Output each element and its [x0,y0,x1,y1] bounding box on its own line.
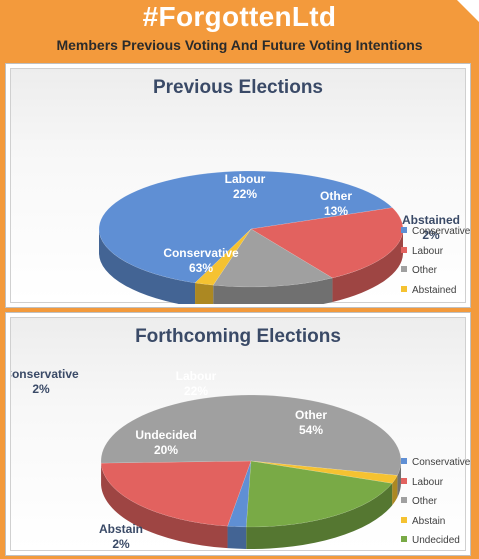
data-label-conservative: Conservative 63% [163,246,239,275]
data-label-conservative: Conservative2% [11,367,79,396]
slice-other [100,394,402,476]
data-label-undecided: Undecided 20% [135,428,196,457]
legend-item-abstain: Abstain [401,516,470,536]
legend-item-other: Other [401,496,470,516]
slice-undecided [246,460,393,528]
legend-swatch [401,497,407,503]
slice-side-conservative [99,229,196,304]
slice-side-other [213,277,333,304]
legend-label: Labour [412,476,444,488]
legend-swatch [401,516,407,523]
legend-label: Abstain [412,515,446,527]
slice-labour [100,460,252,527]
legend-item-other: Other [401,265,470,285]
hashtag-title: #ForgottenLtd [142,1,337,32]
slice-side-labour [101,463,228,549]
legend-item-abstained: Abstained [401,285,470,305]
header: #ForgottenLtd Members Previous Voting An… [0,0,479,60]
page-corner-decoration [457,0,479,22]
legend-item-undecided: Undecided [401,535,470,555]
data-label-abstained: Abstained 2% [402,213,460,242]
legend-previous: Conservative Labour Other Abstained [401,226,470,304]
chart-title-forthcoming: Forthcoming Elections [135,326,341,347]
legend-swatch [401,458,407,464]
slice-abstain [250,460,398,484]
subtitle: Members Previous Voting And Future Votin… [56,37,423,53]
slice-conservative [227,460,252,528]
data-label-abstain: Abstain 2% [99,522,143,551]
data-label-other: Other 54% [295,408,327,437]
chart-panel-previous: Previous Elections Conservative 63% Labour… [5,63,471,308]
legend-swatch [401,246,407,253]
legend-item-conservative: Conservative [401,226,470,246]
slice-other [212,228,334,288]
chart-area-previous: Previous Elections Conservative 63% Labour… [10,68,470,304]
legend-item-labour: Labour [401,477,470,497]
legend-label: Other [412,496,438,507]
legend-label: Undecided [412,535,460,546]
legend-label: Conservative [412,226,471,237]
chart-title-previous: Previous Elections [152,77,323,98]
data-label-labour: Labour 22% [176,369,217,398]
slice-side-undecided [246,483,393,549]
slice-conservative [98,170,393,284]
legend-swatch [401,227,407,233]
chart-panel-forthcoming: Forthcoming Elections Conservative2% Labo… [5,312,471,556]
legend-label: Abstained [412,284,457,296]
legend-label: Other [412,265,438,276]
legend-item-conservative: Conservative [401,457,470,477]
legend-swatch [401,477,407,484]
slice-abstained [194,228,252,286]
legend-item-labour: Labour [401,246,470,266]
slice-side-conservative [227,526,247,549]
chart-area-forthcoming: Forthcoming Elections Conservative2% Labo… [10,317,470,551]
legend-label: Labour [412,245,444,257]
legend-forthcoming: Conservative Labour Other Abstain Undecided [401,457,470,555]
data-label-other: Other 13% [320,189,352,218]
legend-swatch [401,266,407,272]
data-label-labour: Labour 22% [225,172,266,201]
legend-swatch [401,536,407,542]
slice-side-labour [332,229,404,302]
slice-side-abstain [392,475,398,506]
legend-swatch [401,285,407,292]
pie-chart-previous: Conservative 63% Labour 22% Other 13% Abstaine… [98,170,460,304]
legend-label: Conservative [412,457,471,468]
slice-side-abstained [195,282,214,304]
slice-labour [250,207,404,279]
slice-side-other [397,461,401,498]
